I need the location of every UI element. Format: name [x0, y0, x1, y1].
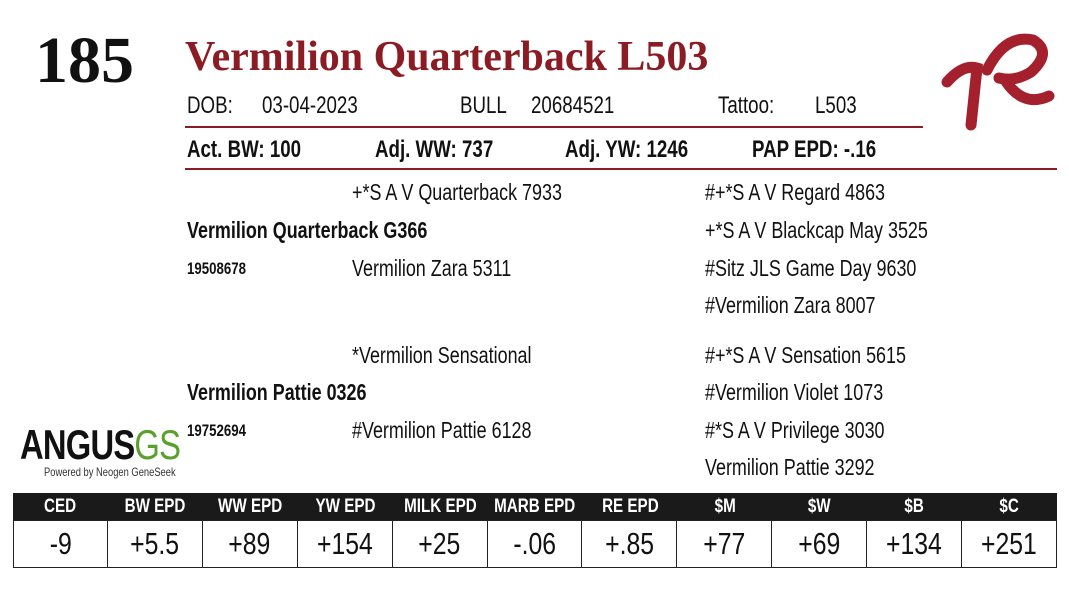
epd-value: +69	[772, 520, 868, 568]
value: 1246	[646, 136, 689, 163]
sire: Vermilion Quarterback G366	[187, 217, 428, 243]
epd-header-text: $W	[808, 495, 832, 517]
registration: 20684521	[531, 92, 615, 119]
epd-header: $B	[867, 493, 963, 520]
epd-header: RE EPD	[582, 493, 678, 520]
epd-value: +89	[202, 520, 298, 568]
performance: PAP EPD: -.16	[752, 138, 876, 162]
epd-value-text: +154	[316, 526, 373, 561]
epd-header-text: BW EPD	[124, 495, 186, 517]
epd-value-text: +25	[418, 526, 461, 561]
epd-value: +251	[962, 520, 1057, 568]
label: PAP EPD:	[752, 136, 839, 163]
label: Act. BW:	[187, 136, 265, 163]
value: 100	[269, 136, 302, 163]
epd-value: +5.5	[107, 520, 203, 568]
epd-value-text: +69	[798, 526, 841, 561]
epd-value-text: -.06	[513, 526, 556, 561]
epd-header-text: $B	[904, 495, 925, 517]
epd-value: +.85	[582, 520, 678, 568]
epd-value: -.06	[487, 520, 583, 568]
ancestor: #*S A V Privilege 3030	[705, 417, 885, 443]
tattoo: L503	[815, 92, 857, 119]
epd-value: -9	[13, 520, 108, 568]
epd-header-text: YW EPD	[315, 495, 376, 517]
ancestor: Vermilion Pattie 3292	[705, 454, 875, 480]
epd-header: CED	[13, 493, 108, 520]
performance: Adj. YW: 1246	[565, 138, 688, 162]
epd-header-text: RE EPD	[601, 495, 659, 517]
epd-header: $C	[962, 493, 1057, 520]
epd-header-text: MARB EPD	[494, 495, 576, 517]
sire-sire: +*S A V Quarterback 7933	[352, 179, 562, 205]
performance: Adj. WW: 737	[375, 138, 493, 162]
epd-header: MILK EPD	[392, 493, 488, 520]
epd-value-text: +77	[703, 526, 746, 561]
dam-dam: #Vermilion Pattie 6128	[352, 417, 532, 443]
dob-label: DOB:	[187, 92, 233, 119]
epd-value: +25	[392, 520, 488, 568]
dob: 03-04-2023	[262, 92, 358, 119]
epd-value-text: +89	[228, 526, 271, 561]
sire-reg: 19508678	[187, 259, 246, 278]
tattoo-label: Tattoo:	[718, 92, 775, 119]
dam-sire: *Vermilion Sensational	[352, 342, 532, 368]
epd-header-text: WW EPD	[218, 495, 283, 517]
logo: ANGUSGS	[20, 421, 181, 468]
label: Adj. YW:	[565, 136, 642, 163]
dam: Vermilion Pattie 0326	[187, 379, 367, 405]
epd-header: BW EPD	[107, 493, 203, 520]
epd-value-text: +.85	[604, 526, 654, 561]
sex: BULL	[460, 92, 507, 119]
epd-header-text: $C	[999, 495, 1020, 517]
epd-value: +77	[677, 520, 773, 568]
epd-header: WW EPD	[202, 493, 298, 520]
epd-value: +134	[867, 520, 963, 568]
value: -.16	[843, 136, 877, 163]
epd-value: +154	[297, 520, 393, 568]
epd-value-text: -9	[49, 526, 72, 561]
divider	[185, 168, 1057, 170]
performance: Act. BW: 100	[187, 138, 301, 162]
animal-name: Vermilion Quarterback L503	[185, 34, 709, 80]
ancestor: #+*S A V Regard 4863	[705, 179, 886, 205]
label: Adj. WW:	[375, 136, 457, 163]
lot-number: 185	[35, 24, 134, 97]
epd-header: MARB EPD	[487, 493, 583, 520]
logo-angus: ANGUS	[20, 421, 135, 468]
sire-dam: Vermilion Zara 5311	[352, 255, 512, 281]
logo-gs: GS	[134, 421, 181, 468]
epd-value-text: +251	[981, 526, 1037, 561]
epd-value-text: +134	[886, 526, 943, 561]
ancestor: #Sitz JLS Game Day 9630	[705, 255, 917, 281]
epd-value-text: +5.5	[130, 526, 180, 561]
dam-reg: 19752694	[187, 421, 246, 440]
ancestor: #+*S A V Sensation 5615	[705, 342, 906, 368]
epd-header: $M	[677, 493, 773, 520]
epd-header: YW EPD	[297, 493, 393, 520]
epd-header: $W	[772, 493, 868, 520]
epd-header-text: $M	[714, 495, 736, 517]
divider	[185, 126, 923, 128]
ancestor: #Vermilion Violet 1073	[705, 379, 884, 405]
epd-header-text: MILK EPD	[403, 495, 477, 517]
logo-tagline: Powered by Neogen GeneSeek	[44, 465, 176, 479]
epd-header-text: CED	[44, 495, 77, 517]
ancestor: +*S A V Blackcap May 3525	[705, 217, 928, 243]
ancestor: #Vermilion Zara 8007	[705, 292, 876, 318]
brand	[941, 33, 1055, 131]
value: 737	[461, 136, 494, 163]
